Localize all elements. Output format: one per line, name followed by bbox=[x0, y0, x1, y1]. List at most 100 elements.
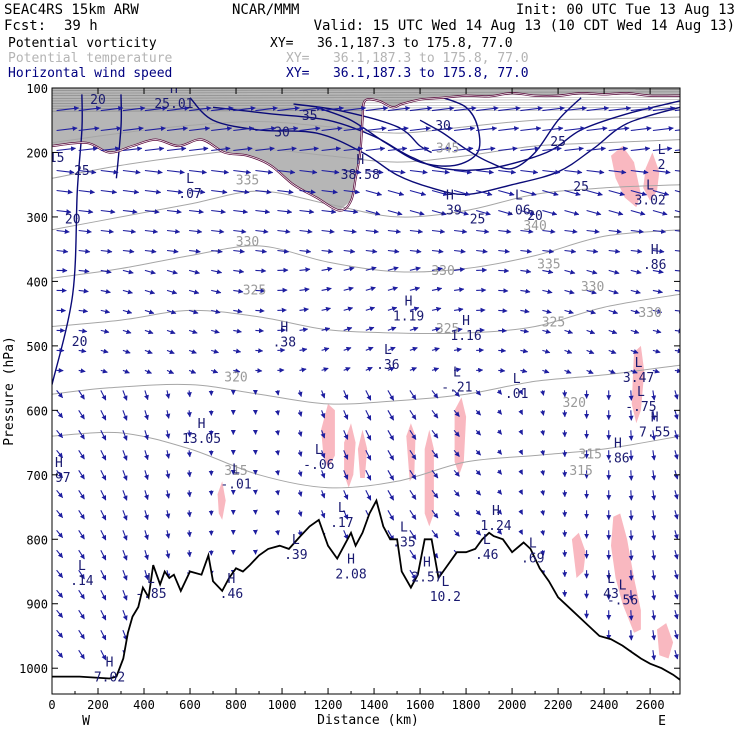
valid-time: Valid: 15 UTC Wed 14 Aug 13 (10 CDT Wed … bbox=[314, 18, 735, 34]
x-tick-label: 1000 bbox=[268, 698, 297, 712]
wind-vector bbox=[630, 269, 642, 275]
wind-vector bbox=[630, 189, 648, 197]
wind-vector bbox=[186, 410, 192, 418]
wind-vector bbox=[586, 309, 596, 315]
wind-vector bbox=[100, 308, 111, 314]
y-tick-label: 100 bbox=[26, 82, 48, 96]
extremum-marker: L bbox=[515, 188, 523, 203]
wind-vector bbox=[540, 410, 546, 416]
wind-vector bbox=[387, 228, 402, 234]
wind-vector bbox=[520, 308, 530, 314]
wind-vector bbox=[409, 306, 420, 312]
wind-vector bbox=[540, 470, 545, 476]
wind-vector bbox=[343, 169, 362, 175]
wind-vector bbox=[365, 105, 389, 112]
wind-vector bbox=[78, 430, 85, 440]
wind-vector bbox=[122, 570, 128, 581]
wind-vector bbox=[651, 450, 657, 461]
extremum-value: .01 bbox=[505, 387, 528, 402]
wind-vector bbox=[343, 286, 354, 292]
y-axis-label: Pressure (hPa) bbox=[2, 336, 17, 446]
wind-vector bbox=[343, 470, 349, 480]
wind-vector bbox=[652, 209, 668, 216]
wind-vector bbox=[542, 309, 552, 314]
wind-vector bbox=[100, 549, 107, 561]
wind-vector bbox=[299, 307, 309, 313]
wind-vector bbox=[166, 248, 179, 254]
extremum-value: .39 bbox=[284, 548, 307, 563]
theta-label: 330 bbox=[236, 235, 259, 250]
theta-isentrope bbox=[52, 139, 680, 179]
wind-vector bbox=[365, 366, 373, 372]
extremum-marker: L bbox=[483, 533, 491, 548]
wind-vector bbox=[78, 209, 94, 215]
extremum-value: .38 bbox=[273, 335, 296, 350]
wind-vector bbox=[475, 409, 482, 416]
wind-vector bbox=[431, 409, 439, 419]
field-name-theta: Potential temperature bbox=[8, 51, 173, 66]
wind-vector bbox=[78, 470, 85, 480]
wind-isotach bbox=[419, 97, 582, 170]
wind-vector bbox=[321, 248, 334, 254]
extremum-value: .14 bbox=[70, 574, 94, 589]
wind-vector bbox=[409, 126, 431, 132]
wind-vector bbox=[365, 430, 372, 441]
wind-vector bbox=[100, 328, 110, 334]
wind-vector bbox=[165, 470, 171, 479]
wind-vector bbox=[520, 189, 537, 197]
wind-vector bbox=[409, 248, 422, 254]
wind-vector bbox=[454, 287, 465, 293]
theta-isentrope bbox=[52, 293, 680, 335]
wind-vector bbox=[586, 369, 594, 374]
wind-vector bbox=[78, 490, 85, 500]
x-tick-label: 2400 bbox=[590, 698, 619, 712]
wind-vector bbox=[496, 409, 503, 415]
wind-vector bbox=[454, 228, 468, 234]
extremum-value: 3.47 bbox=[623, 371, 654, 386]
wind-vector bbox=[166, 146, 187, 152]
wind-vector bbox=[320, 410, 326, 419]
wind-vector bbox=[674, 269, 680, 272]
wind-vector bbox=[56, 209, 72, 215]
wind-vector bbox=[299, 146, 319, 152]
wind-vector bbox=[299, 169, 318, 175]
wind-vector bbox=[652, 105, 676, 112]
model-title: SEAC4RS 15km ARW bbox=[4, 2, 139, 18]
wind-vector bbox=[78, 228, 92, 234]
extremum-marker: L bbox=[646, 179, 654, 194]
wind-vector bbox=[343, 367, 351, 372]
wind-vector bbox=[188, 289, 200, 295]
wind-vector bbox=[166, 209, 182, 215]
wind-vector bbox=[520, 368, 528, 374]
wind-vector bbox=[673, 430, 679, 440]
wind-vector bbox=[297, 450, 303, 457]
wind-vector bbox=[166, 105, 190, 112]
wind-vector bbox=[409, 105, 433, 112]
wind-vector bbox=[122, 269, 134, 275]
west-end-label: W bbox=[82, 714, 90, 729]
wind-vector bbox=[211, 105, 234, 112]
wind-vector bbox=[165, 510, 171, 519]
wind-vector bbox=[652, 169, 671, 175]
x-tick-label: 1400 bbox=[360, 698, 389, 712]
wind-vector bbox=[321, 105, 345, 112]
extremum-marker: H bbox=[228, 572, 236, 587]
wind-vector bbox=[255, 146, 275, 152]
wind-vector bbox=[255, 169, 274, 175]
wind-vector bbox=[674, 169, 680, 172]
wind-vector bbox=[387, 430, 395, 441]
wind-vector bbox=[78, 328, 88, 334]
wind-vector bbox=[211, 309, 221, 314]
wind-vector bbox=[100, 589, 107, 601]
wind-vector bbox=[540, 530, 545, 536]
isotach-label: 20 bbox=[72, 335, 88, 350]
wind-vector bbox=[56, 529, 64, 538]
wind-vector bbox=[233, 288, 244, 294]
wind-vector bbox=[186, 510, 192, 518]
extremum-marker: L bbox=[147, 572, 155, 587]
wind-vector bbox=[409, 146, 430, 152]
axes: 100 200 300 400 500 600 700 800 900 1000 0 200 400 60… bbox=[19, 82, 680, 712]
theta-isentrope bbox=[52, 364, 680, 405]
wind-vector bbox=[189, 209, 204, 215]
wind-vector bbox=[498, 368, 506, 374]
